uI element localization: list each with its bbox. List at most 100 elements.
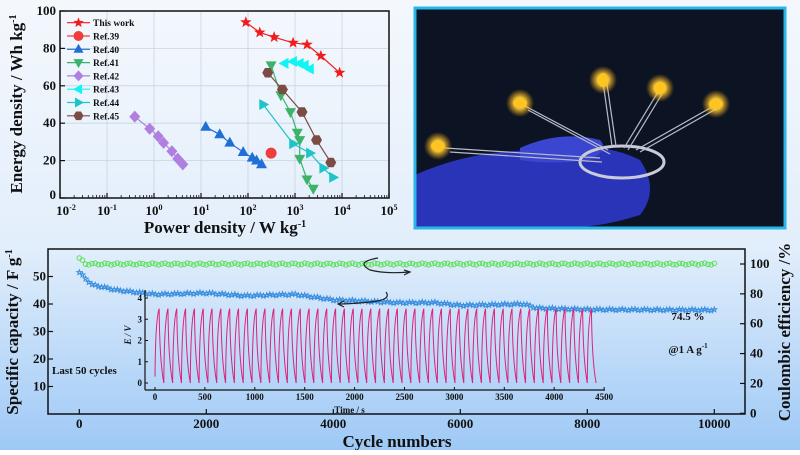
data-point [224,136,236,147]
data-point [92,260,98,267]
series-ref-42 [129,110,189,171]
data-point [209,260,216,267]
data-point [396,298,404,306]
data-point [79,257,86,263]
legend-item: Ref.40 [67,43,119,56]
y-tick-label-left: 30 [33,324,46,339]
data-point [320,261,327,268]
data-point [116,286,125,294]
data-point [548,303,557,312]
data-point [421,298,430,306]
data-point [238,262,245,268]
axis-ticks: 10-2 10-1 100 101 102 103 104 105 0 20 40 60 80 100 [37,3,398,218]
inset-x-title: Time / s [334,405,365,415]
data-point [265,147,277,159]
data-point [335,295,344,303]
data-point [247,261,254,268]
data-point [432,260,438,266]
data-point [159,261,165,267]
data-point [287,36,299,48]
data-point [127,260,133,267]
data-point [644,260,651,267]
retention-label: 74.5 % [672,311,705,323]
data-point [104,283,112,292]
legend-item: Ref.42 [67,70,119,82]
x-tick-label: 10000 [698,416,731,431]
data-point [609,260,616,267]
y-tick-label-right: 80 [750,286,763,301]
data-point [678,305,687,313]
data-point [443,299,452,307]
data-point [524,260,530,267]
data-point [682,262,689,268]
y-tick-label-right: 20 [750,375,763,390]
data-point [348,296,357,304]
data-point [286,261,292,268]
data-point [352,261,359,268]
data-point [478,300,487,308]
data-point [570,304,579,312]
data-point [594,260,600,267]
inset-x-tick-label: 1000 [246,392,265,402]
photo-border [413,6,787,230]
data-point [130,261,137,268]
data-point [460,262,467,268]
data-point [419,260,426,266]
data-point [149,260,156,266]
data-point [284,108,296,119]
series-ref-39 [265,147,277,159]
data-point [89,260,95,267]
data-point [625,262,632,268]
data-point [514,260,521,267]
data-point [508,262,514,268]
data-point [383,297,392,305]
data-point [158,136,170,149]
data-point [467,260,473,266]
data-point [670,261,676,268]
data-point [294,154,306,165]
data-point [505,261,511,267]
data-point [101,260,108,267]
data-point [361,296,369,304]
data-point [244,260,251,267]
data-point [441,260,448,267]
data-point [336,260,343,266]
x-axis-title: Cycle numbers [342,432,451,450]
inset-x-tick-label: 4500 [595,392,614,402]
data-point [425,262,432,268]
x-tick-label: 2000 [193,416,219,431]
data-point [513,299,522,307]
data-point [257,260,264,267]
data-point [268,31,280,43]
data-point [574,261,581,267]
y-tick-label-left: 50 [33,269,46,284]
x-tick-label: 10-1 [97,203,117,218]
data-point [562,260,568,267]
data-point [549,260,556,266]
data-point [186,289,195,297]
legend-marker [73,70,84,82]
inset-y-tick-label: 2 [138,336,143,346]
legend-label: Ref.41 [93,59,119,69]
y-tick-label-right: 0 [750,405,757,420]
data-point [265,61,277,72]
data-point [482,261,489,268]
data-point [136,260,143,267]
data-point [511,260,518,267]
legend-item: This work [67,17,135,29]
data-point [491,300,500,308]
series-ref-45 [262,67,337,168]
data-point [319,162,330,174]
data-point [406,260,413,267]
series-this-work [240,16,346,78]
x-tick-label: 105 [381,203,398,218]
data-point [463,261,470,267]
inset-x-tick-label: 4000 [545,392,564,402]
data-point [403,261,410,268]
data-point [174,260,181,267]
data-point [86,262,92,268]
data-point [316,294,325,302]
y-axis-title-left: Specific capacity / F g-1 [3,249,22,414]
data-point [298,261,305,268]
supercapacitor-ring [578,144,666,180]
